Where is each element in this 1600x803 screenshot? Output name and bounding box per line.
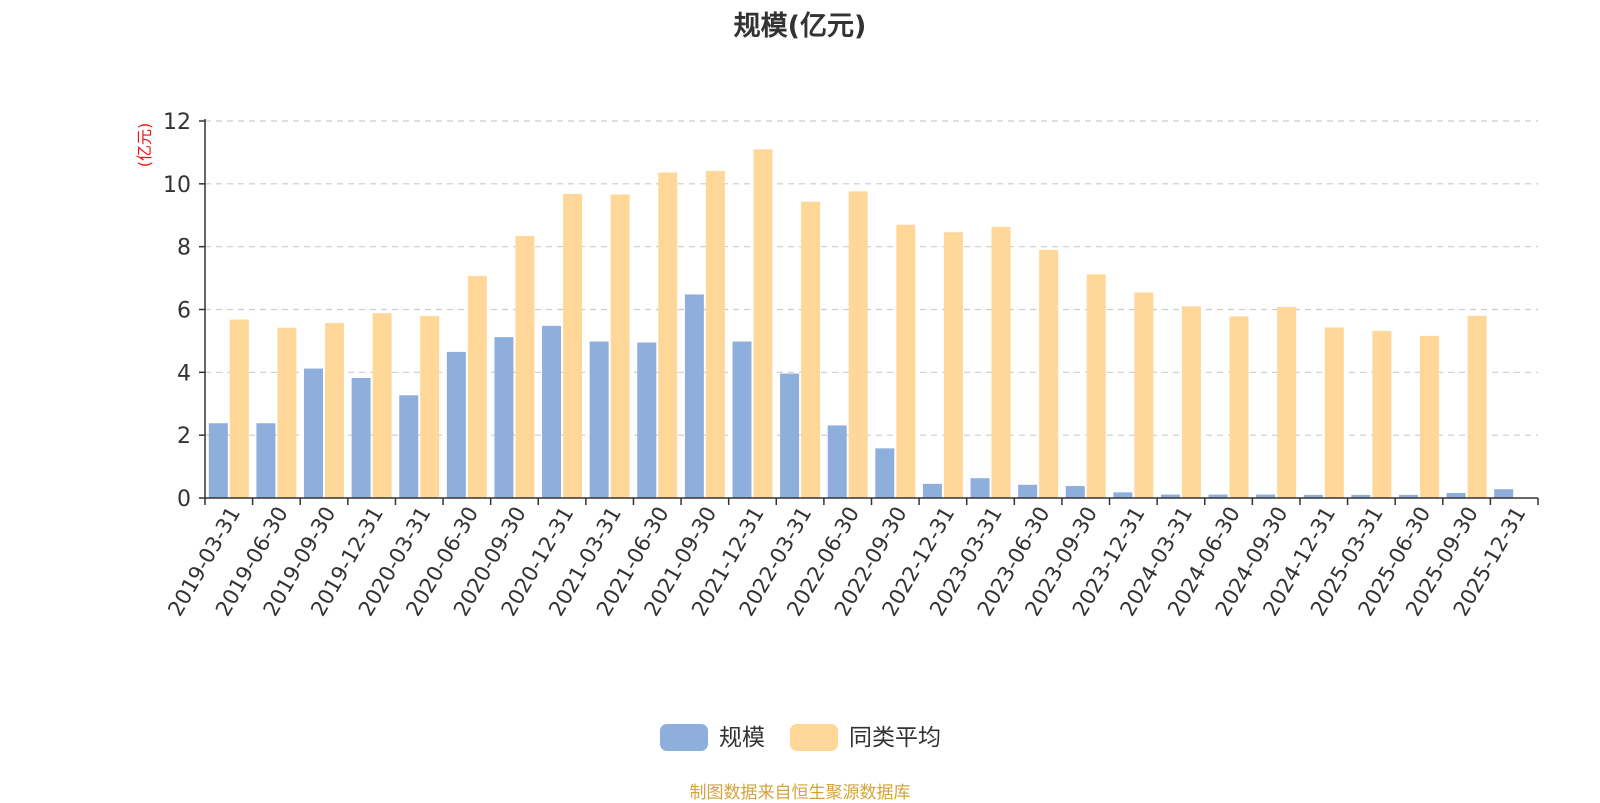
bar-scale [494,337,514,498]
legend-swatch-scale [660,724,708,751]
bar-scale [1494,489,1514,498]
bar-peer-avg [1324,327,1344,498]
bar-peer-avg [801,201,821,498]
bar-peer-avg [563,193,583,499]
bar-scale [1065,486,1085,498]
bar-peer-avg [1419,335,1439,498]
bar-peer-avg [1086,274,1106,498]
bar-scale [1446,492,1466,498]
bar-scale [732,341,752,498]
bar-scale [875,448,895,498]
bar-peer-avg [1229,316,1249,498]
bar-scale [1398,494,1418,498]
bar-peer-avg [1134,292,1154,498]
bar-scale [446,351,466,498]
bar-peer-avg [1372,330,1392,498]
bar-scale [1160,494,1180,498]
bar-scale [827,425,847,498]
bar-peer-avg [753,149,773,498]
bar-peer-avg [610,194,630,498]
y-tick-label: 6 [177,299,191,324]
y-tick-label: 4 [177,361,191,386]
bar-peer-avg [420,316,440,498]
legend-label-scale: 规模 [719,725,765,751]
bar-peer-avg [1467,315,1487,498]
bar-scale [1351,494,1371,498]
bar-peer-avg [1039,249,1059,498]
legend-label-peer-avg: 同类平均 [849,725,941,751]
bar-peer-avg [896,224,916,499]
bar-scale [922,483,942,498]
source-note: 制图数据来自恒生聚源数据库 [689,783,911,803]
y-tick-label: 12 [163,110,191,135]
bar-scale [208,423,228,498]
y-tick-label: 2 [177,424,191,449]
bar-scale [684,294,704,498]
bar-peer-avg [991,226,1011,499]
legend-swatch-peer-avg [790,724,838,751]
bar-peer-avg [848,191,868,498]
bar-scale [589,341,609,498]
bar-scale [256,423,276,498]
bars [208,149,1514,499]
bar-peer-avg [705,170,725,498]
bar-scale [304,368,324,498]
bar-peer-avg [658,172,678,499]
bar-scale [1018,484,1038,498]
bar-scale [1303,494,1323,498]
chart-title: 规模(亿元) [733,11,867,42]
bar-scale [780,373,800,498]
bar-scale [637,342,657,498]
bar-peer-avg [325,323,345,498]
bar-peer-avg [277,327,297,498]
bar-scale [1208,494,1228,498]
bar-peer-avg [467,275,487,498]
legend: 规模 同类平均 [660,724,941,751]
bar-peer-avg [943,232,963,498]
bar-peer-avg [1181,306,1201,498]
bar-scale [542,325,562,498]
bar-peer-avg [372,313,392,498]
y-tick-label: 0 [177,487,191,512]
bar-scale [1113,492,1133,498]
bar-scale [399,395,419,498]
bar-peer-avg [229,319,249,498]
bar-scale [351,377,371,498]
y-tick-label: 10 [163,173,191,198]
bar-scale [1256,494,1276,498]
bar-peer-avg [515,235,535,499]
y-axis-label: (亿元) [135,123,154,168]
bar-peer-avg [1277,306,1297,498]
y-tick-label: 8 [177,236,191,261]
bar-scale [970,478,990,498]
